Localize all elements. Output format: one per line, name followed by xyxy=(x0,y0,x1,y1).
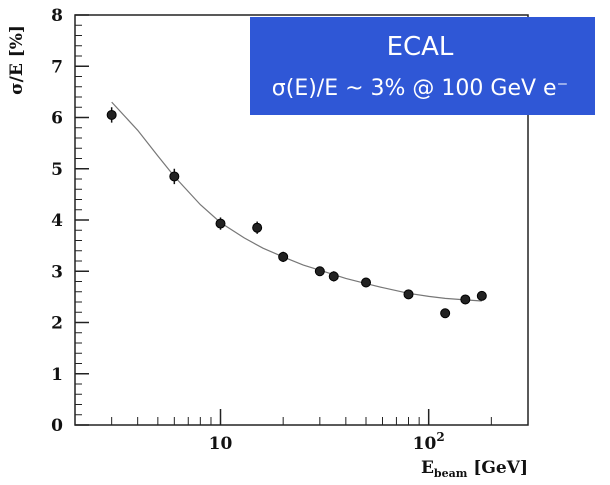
y-tick-label: 7 xyxy=(51,57,63,77)
x-axis-label-sub: beam xyxy=(434,467,468,480)
data-point xyxy=(215,218,226,229)
data-point xyxy=(169,171,180,182)
x-tick-exponent: 2 xyxy=(436,430,444,444)
x-axis-label: Ebeam [GeV] xyxy=(421,458,528,480)
data-point xyxy=(460,294,471,305)
y-tick-label: 0 xyxy=(51,416,63,436)
y-tick-label: 2 xyxy=(51,314,63,334)
data-point xyxy=(252,222,263,233)
annotation-box xyxy=(250,17,595,115)
y-tick-label: 1 xyxy=(51,365,63,385)
x-tick-label: 102 xyxy=(413,430,445,454)
data-point xyxy=(278,251,289,262)
plot-frame xyxy=(74,14,529,426)
y-axis-label: σ/E [%] xyxy=(7,25,27,95)
y-tick-label: 4 xyxy=(51,211,63,231)
data-point xyxy=(476,290,487,301)
data-point xyxy=(403,289,414,300)
data-point xyxy=(328,271,339,282)
fit-curve-layer xyxy=(111,101,482,302)
x-axis-ticks: 10 102 xyxy=(74,409,529,454)
y-axis-ticks: 0 1 2 3 4 5 6 7 8 xyxy=(51,6,89,436)
annotation-title: ECAL xyxy=(387,32,454,62)
y-tick-label: 5 xyxy=(51,160,63,180)
y-tick-label: 8 xyxy=(51,6,63,26)
data-points xyxy=(106,107,487,319)
annotation-subtitle: σ(E)/E ~ 3% @ 100 GeV e⁻ xyxy=(272,76,568,101)
data-point xyxy=(314,266,325,277)
data-point xyxy=(361,277,372,288)
y-tick-label: 3 xyxy=(51,262,63,282)
x-axis-label-main: E xyxy=(421,458,434,478)
x-tick-label: 10 xyxy=(209,434,233,454)
x-axis-label-unit: [GeV] xyxy=(473,458,528,478)
data-point xyxy=(440,308,451,319)
fit-curve xyxy=(111,101,482,302)
data-point xyxy=(106,109,117,120)
y-tick-label: 6 xyxy=(51,109,63,129)
